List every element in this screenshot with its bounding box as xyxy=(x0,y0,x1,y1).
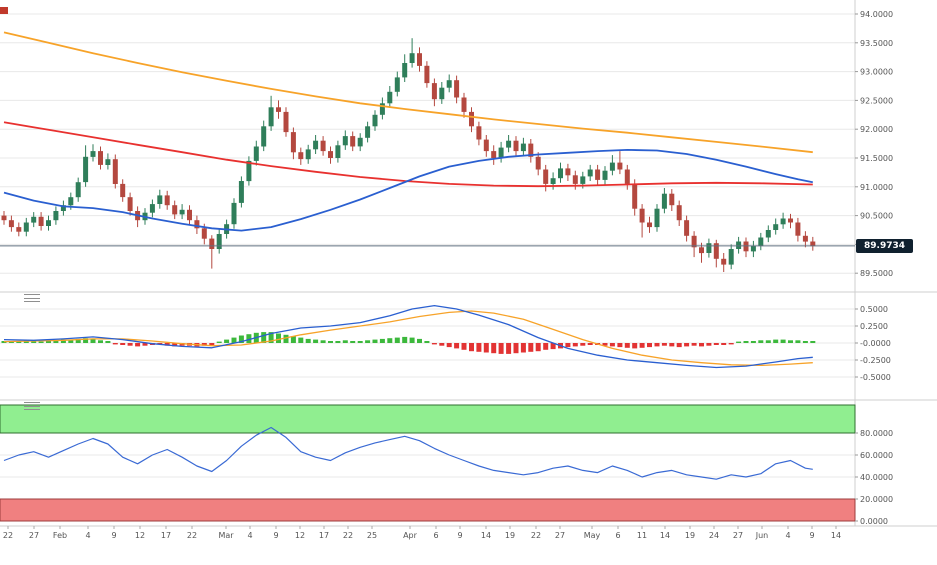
macd-panel xyxy=(1,304,816,369)
svg-text:14: 14 xyxy=(660,531,670,540)
svg-text:27: 27 xyxy=(733,531,743,540)
svg-text:12: 12 xyxy=(295,531,305,540)
svg-text:60.0000: 60.0000 xyxy=(860,451,893,460)
svg-text:Mar: Mar xyxy=(218,531,234,540)
stochastic-panel xyxy=(0,404,856,522)
svg-text:92.5000: 92.5000 xyxy=(860,96,893,105)
svg-text:93.5000: 93.5000 xyxy=(860,39,893,48)
svg-text:17: 17 xyxy=(161,531,171,540)
series-start-marker xyxy=(0,7,8,14)
svg-text:-0.5000: -0.5000 xyxy=(860,373,891,382)
svg-text:25: 25 xyxy=(367,531,377,540)
svg-text:6: 6 xyxy=(615,531,620,540)
svg-text:27: 27 xyxy=(555,531,565,540)
svg-text:92.0000: 92.0000 xyxy=(860,125,893,134)
svg-text:0.5000: 0.5000 xyxy=(860,305,888,314)
svg-text:19: 19 xyxy=(505,531,515,540)
svg-text:20.0000: 20.0000 xyxy=(860,495,893,504)
svg-text:22: 22 xyxy=(3,531,13,540)
svg-text:93.0000: 93.0000 xyxy=(860,68,893,77)
svg-text:Apr: Apr xyxy=(403,531,418,540)
svg-text:9: 9 xyxy=(273,531,278,540)
current-price-badge: 89.9734 xyxy=(856,239,913,253)
svg-text:14: 14 xyxy=(831,531,841,540)
svg-text:11: 11 xyxy=(637,531,647,540)
main-price-panel xyxy=(0,31,855,272)
svg-text:19: 19 xyxy=(685,531,695,540)
svg-text:90.5000: 90.5000 xyxy=(860,212,893,221)
time-axis[interactable]: 22 27 Feb 4 9 12 17 22 Mar 4 9 12 17 22 25 Apr 6 9 14 19 22 2… xyxy=(3,526,841,540)
svg-text:17: 17 xyxy=(319,531,329,540)
svg-text:9: 9 xyxy=(457,531,462,540)
macd-panel-resize-handle[interactable] xyxy=(24,294,40,302)
svg-text:4: 4 xyxy=(247,531,252,540)
svg-text:0.0000: 0.0000 xyxy=(860,517,888,526)
svg-text:89.5000: 89.5000 xyxy=(860,269,893,278)
svg-text:80.0000: 80.0000 xyxy=(860,429,893,438)
svg-text:-0.2500: -0.2500 xyxy=(860,356,891,365)
svg-text:9: 9 xyxy=(809,531,814,540)
stochastic-panel-resize-handle[interactable] xyxy=(24,402,40,410)
svg-text:22: 22 xyxy=(343,531,353,540)
svg-text:4: 4 xyxy=(85,531,90,540)
svg-text:24: 24 xyxy=(709,531,719,540)
svg-text:-0.0000: -0.0000 xyxy=(860,339,891,348)
svg-text:91.5000: 91.5000 xyxy=(860,154,893,163)
svg-text:0.2500: 0.2500 xyxy=(860,322,888,331)
svg-text:22: 22 xyxy=(531,531,541,540)
price-axis[interactable]: 94.0000 93.5000 93.0000 92.5000 92.0000 91.50… xyxy=(855,10,893,526)
svg-text:Feb: Feb xyxy=(53,531,67,540)
svg-text:12: 12 xyxy=(135,531,145,540)
svg-text:40.0000: 40.0000 xyxy=(860,473,893,482)
svg-text:May: May xyxy=(584,531,601,540)
svg-text:6: 6 xyxy=(433,531,438,540)
svg-text:4: 4 xyxy=(785,531,790,540)
svg-text:27: 27 xyxy=(29,531,39,540)
svg-text:9: 9 xyxy=(111,531,116,540)
svg-text:94.0000: 94.0000 xyxy=(860,10,893,19)
svg-text:Jun: Jun xyxy=(755,531,769,540)
svg-text:14: 14 xyxy=(481,531,491,540)
gridlines xyxy=(0,0,937,527)
svg-text:91.0000: 91.0000 xyxy=(860,183,893,192)
svg-text:22: 22 xyxy=(187,531,197,540)
